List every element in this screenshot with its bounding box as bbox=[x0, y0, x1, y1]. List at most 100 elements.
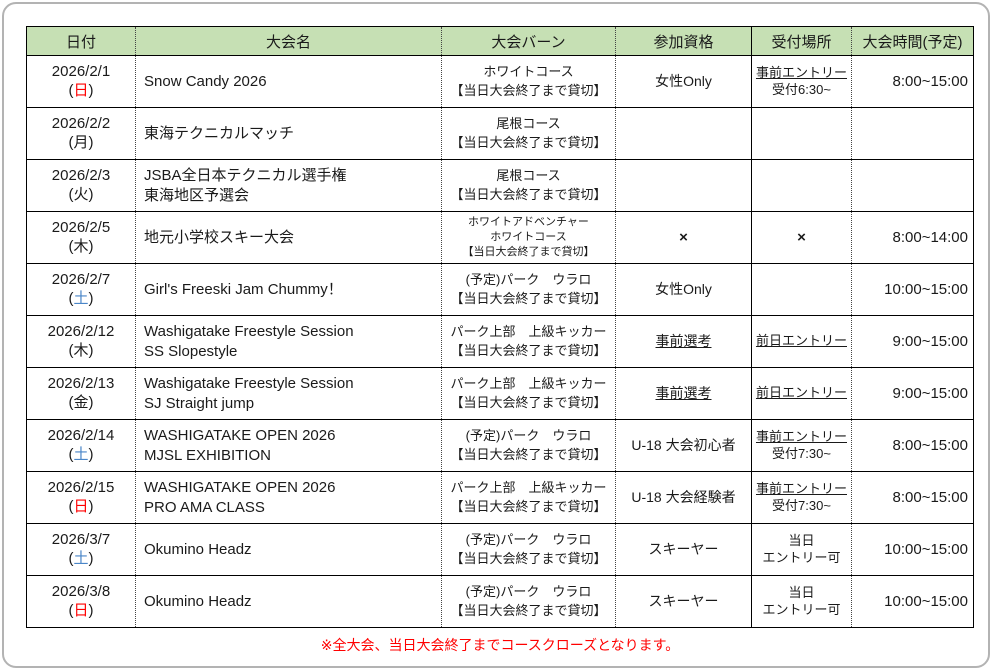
text-line: 女性Only bbox=[655, 72, 712, 90]
text-line: 【当日大会終了まで貸切】 bbox=[450, 394, 606, 412]
date-cell: 2026/2/7 (土) bbox=[27, 264, 135, 315]
reception-cell bbox=[751, 264, 851, 315]
reception-cell: 当日 エントリー可 bbox=[751, 524, 851, 575]
reception-text: 前日エントリー bbox=[755, 333, 847, 349]
text-line: ホワイトコース bbox=[483, 63, 573, 81]
text-line: (金) bbox=[68, 394, 93, 413]
text-line: 2026/3/8 bbox=[52, 583, 110, 602]
table-row: 2026/2/7 (土) Girl's Freeski Jam Chummy！ (予定… bbox=[27, 264, 973, 316]
course-text: (予定)パーク ウラロ bbox=[465, 532, 592, 548]
qualification-cell: U-18 大会初心者 bbox=[615, 420, 751, 471]
event-name-text: JSBA全日本テクニカル選手権 bbox=[144, 167, 347, 184]
header-cell-date: 日付 bbox=[65, 33, 96, 51]
paren: ) bbox=[88, 393, 94, 411]
paren: ) bbox=[88, 133, 94, 151]
table-body: 2026/2/1 (日) Snow Candy 2026 ホワイトコース 【当日大会終了… bbox=[27, 56, 973, 627]
table-row: 2026/2/13 (金) Washigatake Freestyle Sessio… bbox=[27, 368, 973, 420]
time-text: 10:00~15:00 bbox=[884, 281, 968, 298]
text-line: 東海地区予選会 bbox=[144, 186, 249, 206]
time-text: 8:00~15:00 bbox=[892, 73, 969, 90]
text-line: (月) bbox=[68, 134, 93, 153]
date-text: 2026/2/7 bbox=[51, 270, 111, 288]
course-text: 【当日大会終了まで貸切】 bbox=[450, 290, 607, 306]
course-cell: 尾根コース 【当日大会終了まで貸切】 bbox=[441, 108, 615, 159]
reception-cell: 事前エントリー 受付7:30~ bbox=[751, 420, 851, 471]
time-cell: 10:00~15:00 bbox=[851, 576, 973, 627]
course-text: 【当日大会終了まで貸切】 bbox=[462, 245, 595, 258]
text-line: (日) bbox=[68, 602, 93, 621]
reception-cell: 前日エントリー bbox=[751, 316, 851, 367]
course-text: 【当日大会終了まで貸切】 bbox=[450, 342, 607, 358]
table-row: 2026/2/1 (日) Snow Candy 2026 ホワイトコース 【当日大会終了… bbox=[27, 56, 973, 108]
reception-text: エントリー可 bbox=[762, 549, 841, 565]
weekday-text: 木 bbox=[73, 237, 89, 255]
date-text: 2026/3/7 bbox=[51, 530, 111, 548]
text-line: U-18 大会経験者 bbox=[631, 488, 735, 506]
text-line: 2026/2/15 bbox=[48, 479, 115, 498]
text-line: (火) bbox=[68, 186, 93, 205]
qualification-text: 事前選考 bbox=[655, 385, 712, 402]
qualification-cell bbox=[615, 108, 751, 159]
paren: ) bbox=[88, 601, 94, 619]
date-cell: 2026/2/15 (日) bbox=[27, 472, 135, 523]
time-text: 10:00~15:00 bbox=[884, 541, 968, 558]
text-line: Okumino Headz bbox=[144, 592, 252, 612]
weekday-text: 日 bbox=[73, 497, 89, 515]
text-line: (予定)パーク ウラロ bbox=[466, 271, 592, 289]
text-line: (土) bbox=[68, 550, 93, 569]
course-cell: 尾根コース 【当日大会終了まで貸切】 bbox=[441, 160, 615, 211]
weekday-text: 金 bbox=[73, 393, 89, 411]
paren: ( bbox=[68, 393, 74, 411]
event-name-cell: Okumino Headz bbox=[135, 576, 441, 627]
text-line: エントリー可 bbox=[762, 550, 840, 567]
date-text: 2026/3/8 bbox=[51, 582, 111, 600]
text-line: 8:00~15:00 bbox=[893, 489, 969, 506]
event-name-cell: Washigatake Freestyle Session SS Slopesty… bbox=[135, 316, 441, 367]
text-line: 事前選考 bbox=[656, 384, 712, 402]
text-line: 地元小学校スキー大会 bbox=[144, 228, 294, 248]
date-text: 2026/2/2 bbox=[51, 114, 111, 132]
text-line: (予定)パーク ウラロ bbox=[466, 531, 592, 549]
text-line: Washigatake Freestyle Session bbox=[144, 322, 354, 342]
paren: ) bbox=[88, 185, 94, 203]
course-cell: パーク上部 上級キッカー 【当日大会終了まで貸切】 bbox=[441, 472, 615, 523]
text-line: (予定)パーク ウラロ bbox=[466, 583, 592, 601]
text-line: WASHIGATAKE OPEN 2026 bbox=[144, 478, 335, 498]
text-line: 前日エントリー bbox=[756, 333, 847, 350]
date-text: 2026/2/14 bbox=[47, 426, 115, 444]
text-line: 事前エントリー bbox=[756, 65, 847, 82]
qualification-text: 女性Only bbox=[655, 281, 712, 298]
date-text: 2026/2/12 bbox=[47, 322, 115, 340]
date-text: 2026/2/5 bbox=[51, 218, 111, 236]
qualification-cell: スキーヤー bbox=[615, 576, 751, 627]
weekday-text: 日 bbox=[73, 601, 89, 619]
reception-text: 受付6:30~ bbox=[772, 81, 831, 97]
event-name-text: Okumino Headz bbox=[144, 592, 252, 610]
qualification-cell: スキーヤー bbox=[615, 524, 751, 575]
text-line: PRO AMA CLASS bbox=[144, 498, 265, 518]
text-line: 10:00~15:00 bbox=[884, 541, 968, 558]
table-row: 2026/2/14 (土) WASHIGATAKE OPEN 2026 MJSL EX… bbox=[27, 420, 973, 472]
table-row: 2026/2/5 (木) 地元小学校スキー大会 ホワイトアドベンチャー ホワイトコース【… bbox=[27, 212, 973, 264]
table-header-row: 日付 大会名 大会バーン 参加資格 受付場所 大会時間(予定) bbox=[27, 27, 973, 56]
time-text: 8:00~14:00 bbox=[892, 229, 969, 246]
weekday-text: 火 bbox=[73, 185, 89, 203]
text-line: 女性Only bbox=[655, 280, 712, 298]
text-line: 2026/2/7 bbox=[52, 271, 110, 290]
course-text: 【当日大会終了まで貸切】 bbox=[450, 82, 607, 98]
text-line: 【当日大会終了まで貸切】 bbox=[450, 602, 606, 620]
text-line: 【当日大会終了まで貸切】 bbox=[450, 342, 606, 360]
reception-text: 事前エントリー bbox=[755, 480, 847, 496]
text-line: 尾根コース bbox=[496, 115, 560, 133]
text-line: エントリー可 bbox=[762, 602, 840, 619]
event-name-cell: Girl's Freeski Jam Chummy！ bbox=[135, 264, 441, 315]
event-name-text: 地元小学校スキー大会 bbox=[144, 228, 295, 246]
weekday-text: 土 bbox=[73, 549, 89, 567]
paren: ) bbox=[88, 237, 94, 255]
qualification-cell: 女性Only bbox=[615, 264, 751, 315]
qualification-text: スキーヤー bbox=[648, 541, 719, 558]
qualification-cell bbox=[615, 160, 751, 211]
reception-text: 受付7:30~ bbox=[772, 445, 831, 461]
event-name-text: Washigatake Freestyle Session bbox=[144, 375, 354, 392]
event-name-text: Okumino Headz bbox=[144, 540, 252, 558]
